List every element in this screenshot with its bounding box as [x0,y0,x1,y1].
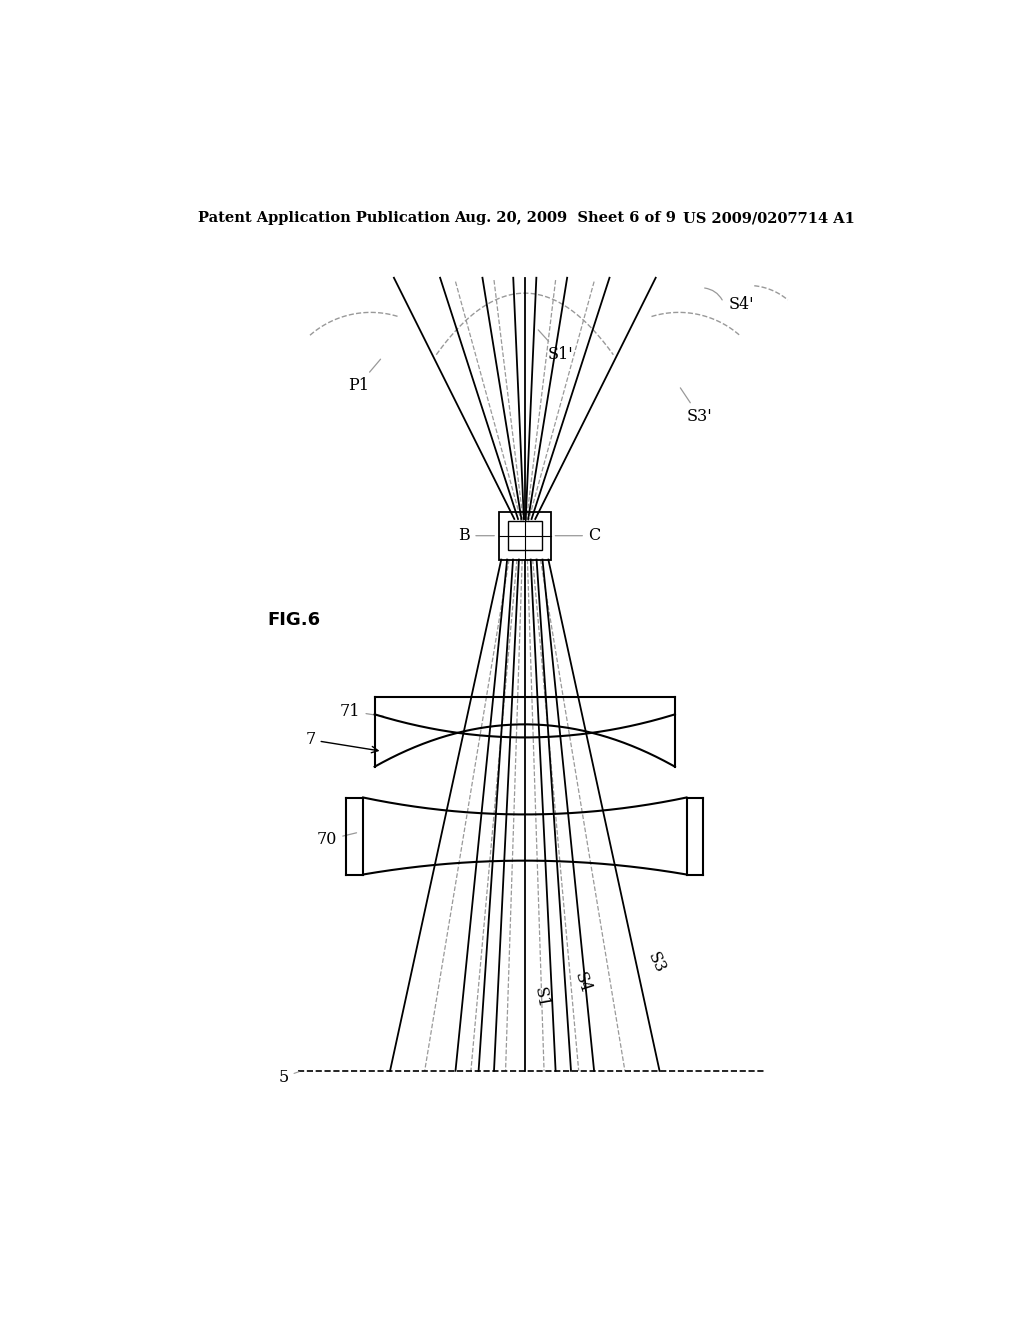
Text: 70: 70 [316,832,356,849]
Text: 71: 71 [340,702,383,719]
Bar [508,521,542,550]
Text: S4': S4' [729,296,755,313]
Text: Patent Application Publication: Patent Application Publication [199,211,451,226]
Text: 7: 7 [305,731,378,752]
Text: S1: S1 [531,986,551,1010]
Text: FIG.6: FIG.6 [267,611,321,630]
Bar [499,512,551,560]
Text: Aug. 20, 2009  Sheet 6 of 9: Aug. 20, 2009 Sheet 6 of 9 [454,211,676,226]
Text: S1': S1' [539,330,573,363]
Text: B: B [459,527,495,544]
Text: P1: P1 [348,359,381,395]
Text: S3': S3' [680,388,713,425]
Text: C: C [555,527,600,544]
Text: US 2009/0207714 A1: US 2009/0207714 A1 [683,211,855,226]
Text: 5: 5 [279,1068,299,1085]
Text: S4: S4 [571,970,594,995]
Text: S3: S3 [644,950,669,977]
